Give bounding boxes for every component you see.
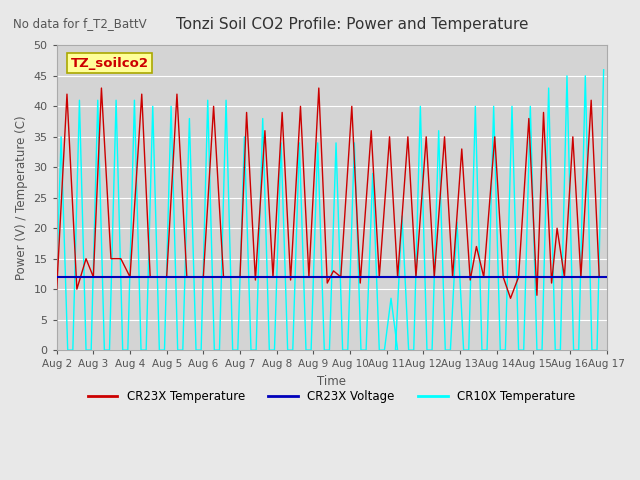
Text: TZ_soilco2: TZ_soilco2 [70,57,148,70]
Text: No data for f_T2_BattV: No data for f_T2_BattV [13,17,147,30]
Legend: CR23X Temperature, CR23X Voltage, CR10X Temperature: CR23X Temperature, CR23X Voltage, CR10X … [83,386,580,408]
X-axis label: Time: Time [317,375,346,388]
Y-axis label: Power (V) / Temperature (C): Power (V) / Temperature (C) [15,115,28,280]
Text: Tonzi Soil CO2 Profile: Power and Temperature: Tonzi Soil CO2 Profile: Power and Temper… [176,17,528,32]
